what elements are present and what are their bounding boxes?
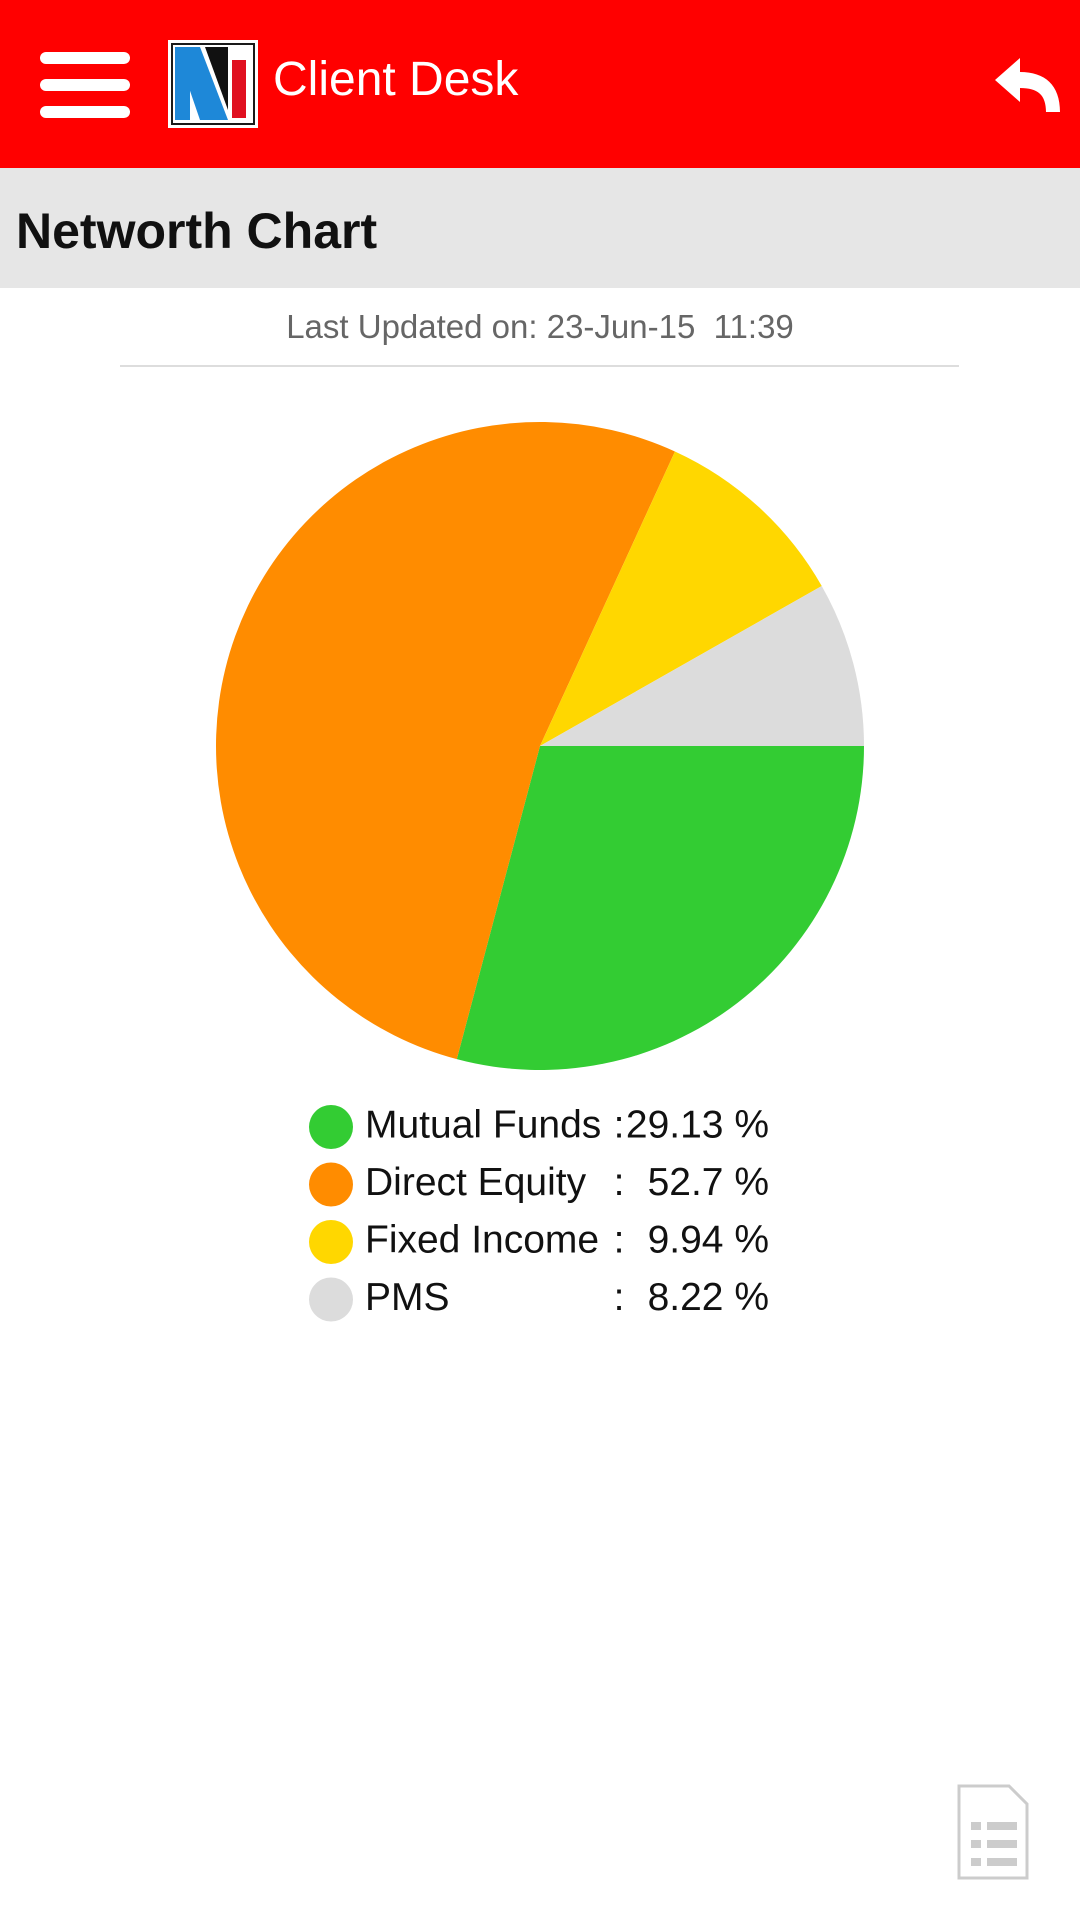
- section-bar: Networth Chart: [0, 168, 1080, 288]
- app-bar-icons: [40, 40, 1060, 128]
- logo: [168, 40, 258, 128]
- legend-separator: :: [614, 1218, 625, 1261]
- legend-separator: :: [614, 1276, 625, 1319]
- legend-value: 8.22 %: [648, 1276, 769, 1319]
- pie-slice: [456, 746, 864, 1070]
- app-bar: Client Desk: [0, 0, 1080, 168]
- legend-value: 52.7 %: [648, 1161, 769, 1204]
- legend-separator: :: [614, 1103, 625, 1146]
- legend-label: Direct Equity: [365, 1161, 587, 1204]
- legend-value: 29.13 %: [626, 1103, 769, 1146]
- legend-value: 9.94 %: [648, 1218, 769, 1261]
- legend-swatch: [309, 1220, 353, 1264]
- legend-swatch: [309, 1105, 353, 1149]
- menu-button[interactable]: [40, 52, 130, 118]
- legend-separator: :: [614, 1161, 625, 1204]
- legend-swatch: [309, 1162, 353, 1207]
- divider: [120, 365, 959, 367]
- pie-slice: [216, 422, 675, 1060]
- pie-slice: [540, 451, 822, 746]
- pie-chart: Mutual Funds:29.13 %Direct Equity:52.7 %…: [216, 422, 864, 1322]
- legend-label: Fixed Income: [365, 1218, 599, 1261]
- legend-label: PMS: [365, 1276, 450, 1319]
- back-button[interactable]: [995, 58, 1060, 112]
- pie-slice: [540, 585, 864, 746]
- section-title: Networth Chart: [16, 203, 378, 259]
- app-title: Client Desk: [273, 53, 519, 106]
- legend-swatch: [309, 1277, 353, 1322]
- legend-label: Mutual Funds: [365, 1103, 601, 1146]
- report-button[interactable]: [953, 1782, 1033, 1882]
- last-updated: Last Updated on: 23-Jun-15 11:39: [286, 308, 794, 345]
